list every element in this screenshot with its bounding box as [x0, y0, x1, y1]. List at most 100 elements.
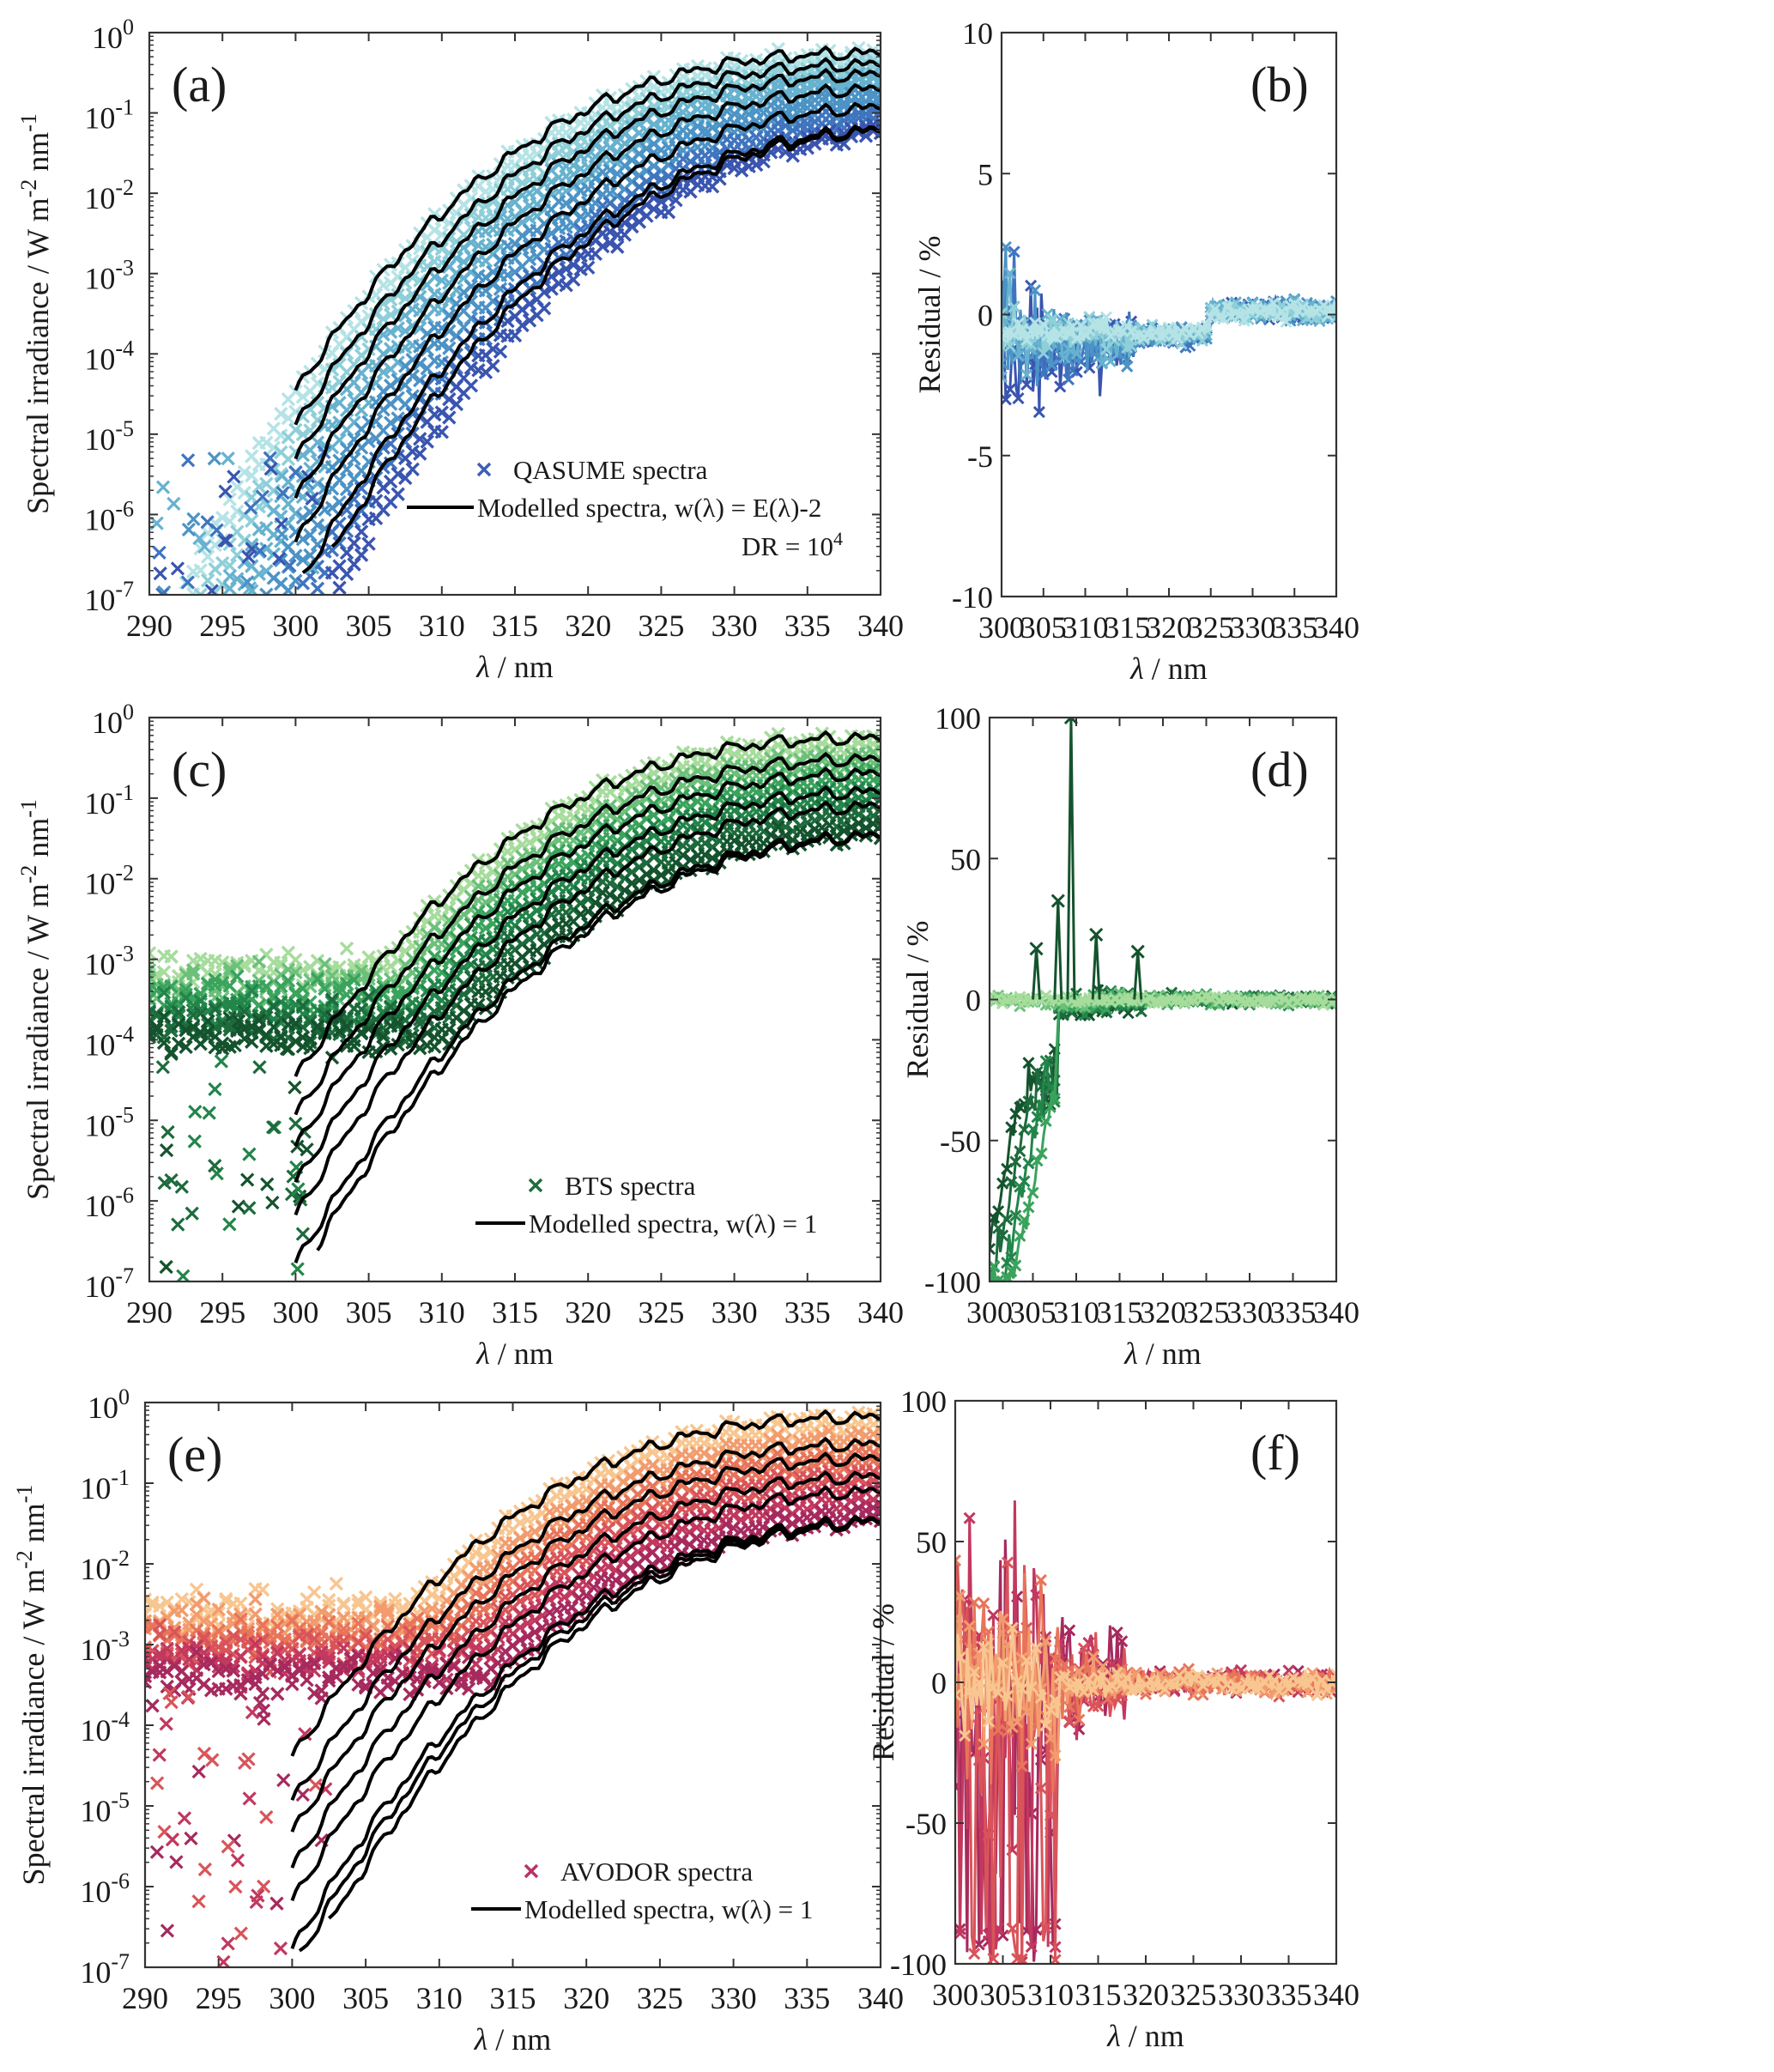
data-point: [1112, 324, 1125, 336]
data-point: [322, 1592, 336, 1608]
data-point: [1022, 1157, 1035, 1170]
data-point: [748, 157, 764, 173]
data-point: [1196, 334, 1209, 348]
data-point: [282, 558, 297, 573]
data-point: [222, 965, 237, 979]
data-point: [1171, 331, 1184, 344]
data-point: [1280, 315, 1293, 329]
data-point: [1018, 1214, 1031, 1227]
data-point: [837, 823, 851, 839]
data-point: [596, 239, 610, 254]
data-point: [259, 979, 274, 994]
legend-marker: [476, 462, 492, 477]
data-point: [580, 260, 596, 275]
data-point: [1089, 927, 1104, 942]
data-point: [646, 863, 662, 878]
data-point: [329, 1576, 344, 1591]
data-point: [251, 566, 267, 581]
data-point: [156, 1035, 172, 1051]
model-line: [294, 800, 881, 1216]
data-point: [625, 219, 639, 234]
data-point: [244, 500, 258, 515]
y-tick-label: 10-7: [84, 577, 134, 617]
data-point: [1099, 342, 1112, 356]
data-point: [1028, 284, 1042, 297]
data-point: [1121, 360, 1134, 373]
data-point: [164, 949, 179, 964]
x-tick-label: 325: [1184, 1295, 1230, 1330]
data-point: [310, 581, 325, 595]
data-point: [1031, 1065, 1044, 1078]
data-point: [383, 1018, 398, 1033]
data-point: [446, 1643, 462, 1658]
data-point: [1095, 357, 1109, 370]
data-point: [403, 1625, 417, 1639]
data-point: [1063, 718, 1079, 725]
data-point: [157, 1176, 172, 1190]
data-point: [639, 102, 654, 117]
data-point: [1026, 1186, 1039, 1199]
y-tick-label: 10-3: [84, 942, 134, 982]
data-point: [1009, 1259, 1022, 1272]
model-line: [330, 125, 881, 548]
data-point: [463, 379, 479, 393]
data-point: [376, 1029, 391, 1045]
x-tick-label: 340: [1313, 1295, 1359, 1330]
data-point: [295, 998, 311, 1013]
data-point: [251, 1009, 267, 1024]
x-tick-label: 310: [1053, 1295, 1099, 1330]
x-axis-label: λ / nm: [475, 1336, 554, 1371]
data-point: [380, 1607, 396, 1621]
data-point: [188, 1105, 203, 1119]
data-point: [1012, 349, 1025, 362]
data-point: [200, 1014, 215, 1028]
y-tick-label: 100: [92, 15, 134, 55]
data-point: [222, 1217, 237, 1232]
data-point: [588, 803, 602, 818]
data-point: [522, 835, 537, 850]
data-point: [208, 1081, 222, 1097]
data-point: [580, 892, 596, 907]
data-point: [1039, 1114, 1052, 1128]
y-tick-label: 5: [978, 157, 993, 191]
x-tick-label: 330: [1226, 1295, 1273, 1330]
x-tick-label: 330: [711, 1295, 758, 1330]
data-point: [288, 465, 303, 480]
x-tick-label: 310: [419, 1295, 465, 1330]
data-point: [354, 524, 369, 539]
x-tick-label: 310: [419, 609, 465, 643]
x-axis-label: λ / nm: [1129, 651, 1208, 686]
data-point: [615, 1464, 631, 1479]
data-point: [361, 536, 376, 551]
data-point: [266, 999, 282, 1015]
data-point: [167, 1625, 182, 1639]
data-point: [245, 542, 259, 556]
data-point: [1022, 1057, 1035, 1069]
data-point: [295, 1227, 311, 1241]
data-point: [1162, 321, 1176, 334]
data-point: [391, 487, 405, 501]
legend-label: BTS spectra: [565, 1171, 696, 1201]
data-point: [255, 1582, 270, 1597]
data-point: [1070, 347, 1083, 360]
data-point: [434, 288, 450, 303]
data-point: [1099, 311, 1112, 324]
x-tick-label: 335: [784, 609, 831, 643]
data-point: [486, 359, 500, 373]
data-point: [661, 204, 676, 220]
data-point: [559, 262, 573, 276]
data-point: [793, 97, 808, 112]
x-tick-label: 300: [966, 1295, 1013, 1330]
data-point: [208, 1159, 222, 1173]
residual-peak: [1066, 718, 1076, 1000]
data-point: [1058, 351, 1071, 364]
data-point: [193, 563, 208, 578]
x-tick-label: 335: [784, 1295, 831, 1330]
data-point: [1048, 1093, 1061, 1106]
x-tick-label: 315: [492, 1295, 538, 1330]
data-point: [1066, 364, 1079, 377]
data-point: [207, 451, 221, 466]
x-tick-label: 325: [1188, 610, 1234, 645]
data-point: [347, 492, 361, 506]
data-point: [1031, 1154, 1044, 1167]
